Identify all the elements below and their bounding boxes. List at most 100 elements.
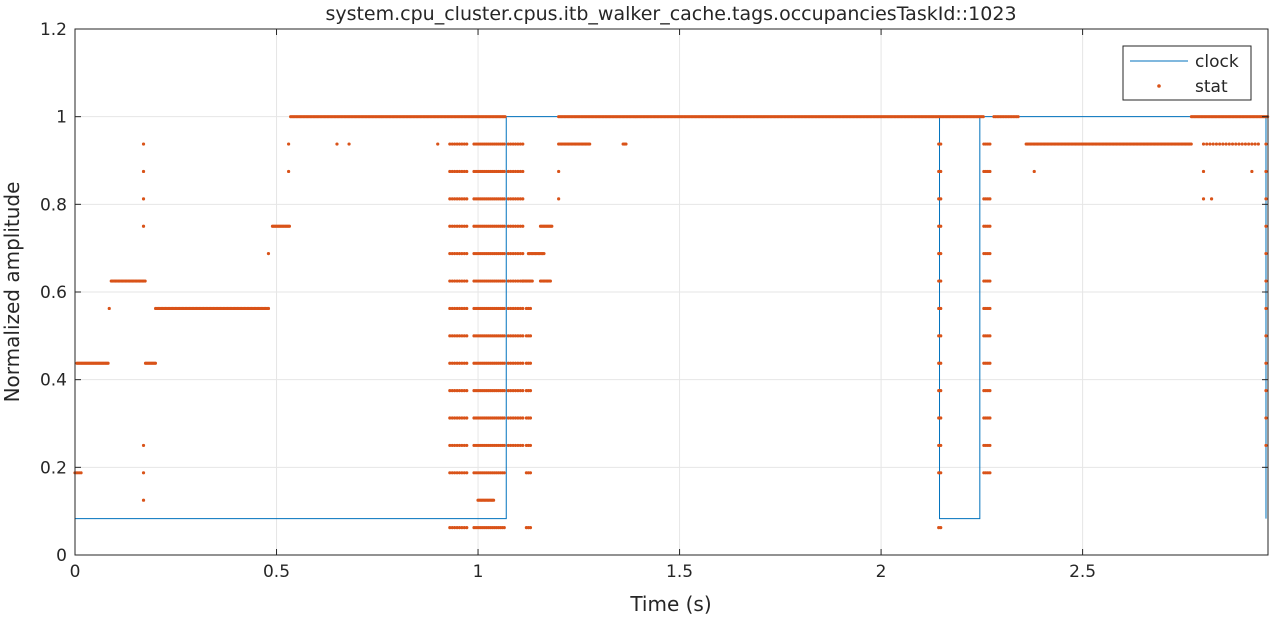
stat-point: [287, 224, 292, 228]
stat-point: [513, 416, 518, 420]
stat-point: [455, 197, 459, 201]
stat-point: [502, 334, 506, 338]
stat-point: [448, 361, 452, 365]
y-tick-label: 0.2: [40, 458, 67, 478]
x-tick-label: 0.5: [263, 562, 290, 582]
stat-point: [460, 252, 464, 256]
y-tick-label: 1.2: [40, 20, 67, 40]
stat-point: [457, 197, 462, 201]
stat-point: [1247, 142, 1251, 146]
stat-point: [981, 115, 985, 119]
x-tick-label: 2: [876, 562, 887, 582]
stat-point: [516, 224, 520, 228]
stat-point: [460, 443, 464, 448]
stat-point: [939, 306, 943, 311]
stat-point: [506, 197, 510, 201]
stat-point: [462, 142, 466, 146]
stat-point: [518, 334, 522, 338]
stat-point: [141, 169, 146, 174]
stat-point: [509, 361, 513, 365]
stat-point: [509, 197, 513, 201]
stat-point: [448, 526, 452, 530]
stat-point: [1211, 142, 1215, 146]
stat-point: [465, 252, 469, 256]
stat-point: [513, 197, 518, 201]
stat-point: [462, 306, 466, 311]
stat-point: [518, 361, 522, 365]
stat-point: [1208, 142, 1212, 146]
stat-point: [502, 224, 506, 228]
stat-point: [457, 306, 462, 311]
stat-point: [450, 224, 454, 228]
stat-point: [465, 443, 469, 448]
stat-point: [988, 361, 992, 365]
stat-point: [513, 279, 518, 283]
stat-point: [465, 334, 469, 338]
stat-point: [457, 526, 462, 530]
stat-point: [518, 142, 522, 146]
stat-point: [1016, 115, 1020, 119]
stat-point: [939, 471, 943, 475]
stat-point: [455, 224, 459, 228]
stat-point: [939, 169, 943, 174]
stat-point: [988, 142, 992, 146]
stat-point: [1264, 142, 1268, 146]
stat-point: [506, 443, 510, 448]
stat-point: [511, 169, 515, 174]
stat-point: [450, 306, 454, 311]
stat-point: [511, 142, 515, 146]
stat-point: [988, 279, 992, 283]
stat-point: [453, 471, 457, 475]
stat-point: [1264, 389, 1268, 393]
stat-point: [513, 224, 518, 228]
stat-point: [455, 443, 459, 448]
stat-point: [528, 334, 533, 338]
chart-title: system.cpu_cluster.cpus.itb_walker_cache…: [325, 3, 1016, 25]
stat-point: [518, 224, 522, 228]
stat-point: [453, 443, 457, 448]
y-tick-label: 0.6: [40, 283, 67, 303]
stat-point: [1264, 252, 1268, 256]
stat-point: [465, 224, 469, 228]
stat-point: [141, 443, 146, 448]
stat-point: [460, 361, 464, 365]
stat-point: [1264, 361, 1268, 365]
stat-point: [502, 361, 506, 365]
stat-point: [516, 334, 520, 338]
stat-point: [450, 252, 454, 256]
stat-point: [528, 389, 533, 393]
stat-point: [939, 526, 943, 530]
stat-point: [460, 389, 464, 393]
stat-point: [502, 169, 506, 174]
stat-point: [939, 389, 943, 393]
stat-point: [457, 224, 462, 228]
clock-series: [75, 116, 1267, 520]
stat-point: [453, 389, 457, 393]
x-tick-label: 1.5: [666, 562, 693, 582]
stat-point: [509, 252, 513, 256]
stat-point: [511, 306, 515, 311]
stat-point: [511, 443, 515, 448]
stat-point: [939, 334, 943, 338]
stat-point: [450, 142, 454, 146]
stat-point: [542, 252, 546, 256]
x-tick-label: 2.5: [1069, 562, 1096, 582]
stat-point: [513, 142, 518, 146]
stat-point: [509, 224, 513, 228]
stat-point: [506, 416, 510, 420]
stat-point: [436, 142, 440, 146]
stat-point: [1264, 169, 1268, 174]
stat-point: [516, 389, 520, 393]
stat-point: [453, 526, 457, 530]
stat-point: [503, 115, 507, 119]
stat-point: [509, 443, 513, 448]
stat-point: [1264, 416, 1268, 420]
stat-point: [347, 142, 351, 146]
stat-point: [513, 389, 518, 393]
axes: [74, 28, 1269, 556]
stat-point: [453, 142, 457, 146]
stat-point: [939, 224, 943, 228]
stat-point: [509, 416, 513, 420]
stat-point: [455, 142, 459, 146]
